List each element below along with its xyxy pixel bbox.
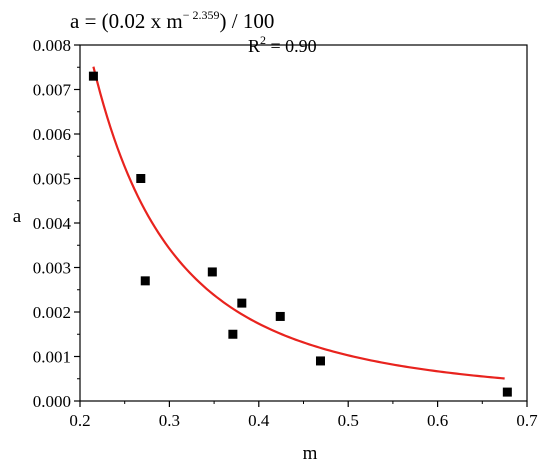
data-point: [207, 267, 217, 277]
data-point: [502, 387, 512, 397]
fit-curve: [92, 66, 505, 380]
fit-equation: a = (0.02 x m− 2.359) / 100: [70, 8, 274, 33]
axes: 0.2 0.3 0.4 0.5 0.6 0.7 0.000 0.001 0.002 0.003 0.…: [33, 36, 538, 430]
y-tick-label: 0.008: [33, 36, 71, 55]
y-tick-label: 0.005: [33, 170, 71, 189]
x-axis-title: m: [303, 443, 318, 464]
x-tick-label: 0.6: [427, 411, 448, 430]
x-tick-label: 0.2: [69, 411, 90, 430]
x-tick-label: 0.7: [516, 411, 538, 430]
y-tick-label: 0.001: [33, 348, 71, 367]
y-tick-label: 0.004: [33, 214, 72, 233]
y-tick-label: 0.000: [33, 392, 71, 411]
data-point: [228, 329, 238, 339]
data-point: [237, 298, 247, 308]
data-point: [315, 356, 325, 366]
x-tick-label: 0.4: [248, 411, 270, 430]
data-point: [88, 71, 98, 81]
data-point: [140, 276, 150, 286]
y-tick-label: 0.006: [33, 125, 71, 144]
y-axis-title: a: [13, 206, 22, 227]
x-tick-label: 0.5: [338, 411, 359, 430]
plot-frame: [79, 44, 528, 402]
y-tick-label: 0.002: [33, 303, 71, 322]
data-point: [275, 311, 285, 321]
plot-area: [88, 66, 512, 397]
y-tick-label: 0.003: [33, 259, 71, 278]
x-tick-label: 0.3: [159, 411, 180, 430]
r-squared-label: R2 = 0.90: [248, 33, 317, 56]
data-point: [136, 174, 146, 183]
y-tick-label: 0.007: [33, 81, 72, 100]
